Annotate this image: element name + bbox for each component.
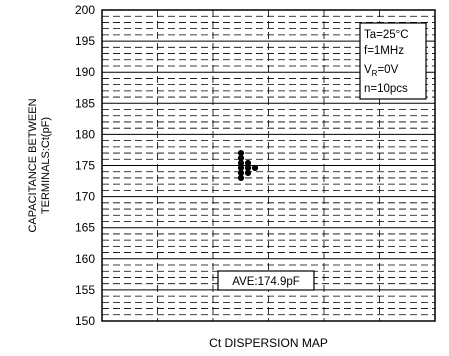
y-tick-label: 170 (75, 190, 95, 204)
y-tick-label: 155 (75, 283, 95, 297)
y-axis-label-line2: TERMINALS:Ct(pF) (40, 117, 52, 214)
condition-vr-suffix: =0V (377, 64, 398, 76)
y-tick-label: 160 (75, 252, 95, 266)
y-tick-label: 180 (75, 127, 95, 141)
condition-sample-count: n=10pcs (364, 83, 408, 95)
y-tick-label: 165 (75, 221, 95, 235)
condition-vr-subscript: R (372, 69, 378, 78)
data-point (237, 174, 245, 182)
condition-reverse-voltage: VR=0V (364, 64, 399, 78)
condition-vr-prefix: V (364, 64, 372, 76)
chart-caption: Ct DISPERSION MAP (209, 336, 328, 350)
data-point (237, 154, 245, 162)
y-tick-label: 200 (75, 3, 95, 17)
y-tick-labels: 150 155 160 165 170 175 180 185 190 195 200 (75, 3, 95, 328)
data-point (244, 159, 252, 167)
conditions-box: Ta=25°C f=1MHz VR=0V n=10pcs (359, 22, 427, 100)
average-box: AVE:174.9pF (217, 270, 315, 291)
y-tick-label: 150 (75, 314, 95, 328)
data-point (237, 169, 245, 177)
y-axis-label-line1: CAPACITANCE BETWEEN (27, 98, 39, 232)
data-point (244, 164, 252, 172)
plot-frame (101, 9, 436, 322)
average-label: AVE:174.9pF (232, 276, 300, 288)
data-point (237, 149, 245, 157)
condition-temperature: Ta=25°C (364, 29, 409, 41)
data-point (237, 159, 245, 167)
y-tick-label: 190 (75, 65, 95, 79)
condition-frequency: f=1MHz (364, 45, 404, 57)
y-tick-label: 195 (75, 34, 95, 48)
conditions-box-frame (359, 22, 427, 100)
average-box-frame (217, 270, 315, 291)
data-points (237, 149, 259, 182)
y-tick-label: 175 (75, 159, 95, 173)
y-tick-label: 185 (75, 96, 95, 110)
data-point (244, 169, 252, 177)
data-point (251, 164, 259, 172)
data-point (237, 164, 245, 172)
